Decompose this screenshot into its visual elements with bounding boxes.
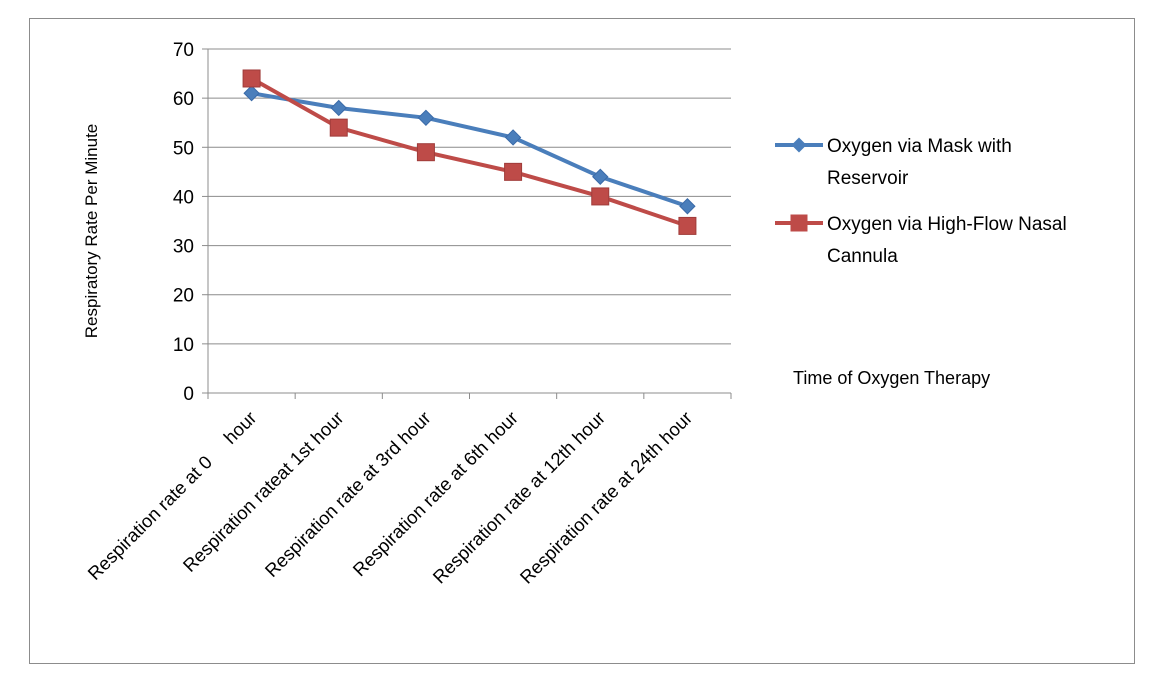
series-line-2 [249, 76, 690, 228]
x-tick-label: Respiration rate at 6th hour [349, 407, 522, 580]
y-tick-label: 60 [173, 89, 194, 110]
legend-label: Cannula [827, 246, 898, 267]
x-tick-label: Respiration rateat 1st hour [179, 407, 348, 576]
axes: 0 10 20 30 40 50 60 70 [173, 40, 732, 405]
y-tick-label: 30 [173, 237, 194, 258]
y-tick-label: 0 [183, 384, 194, 405]
legend: Oxygen via Mask with Reservoir Oxygen via … [775, 136, 1067, 267]
chart-frame: 0 10 20 30 40 50 60 70 Respiration rate at 0 ho… [29, 18, 1135, 664]
data-point-square [591, 187, 610, 206]
series-line-1 [249, 91, 690, 209]
legend-marker-diamond [791, 137, 807, 153]
line-chart: 0 10 20 30 40 50 60 70 Respiration rate at 0 ho… [82, 40, 1067, 588]
y-tick-label: 10 [173, 335, 194, 356]
data-point-square [504, 162, 523, 181]
x-tick-label: Respiration rate at 3rd hour [261, 407, 435, 581]
legend-label: Oxygen via High-Flow Nasal [827, 214, 1067, 235]
data-point-diamond [679, 198, 696, 215]
legend-marker-square [790, 214, 808, 232]
data-point-diamond [592, 168, 609, 185]
data-point-square [416, 143, 435, 162]
x-tick-label: Respiration rate at 24th hour [516, 407, 697, 588]
legend-label: Reservoir [827, 168, 909, 189]
y-tick-label: 70 [173, 40, 194, 61]
y-tick-label: 50 [173, 138, 194, 159]
data-point-diamond [243, 85, 260, 102]
series-lines [249, 76, 690, 228]
data-point-square [678, 216, 697, 235]
series-markers [242, 69, 697, 235]
x-tick-label: Respiration rate at 12th hour [428, 407, 609, 588]
data-point-diamond [417, 109, 435, 127]
x-axis-title: Time of Oxygen Therapy [793, 368, 990, 388]
data-point-square [329, 118, 348, 137]
data-point-square [242, 69, 261, 88]
x-tick-label: Respiration rate at 0 hour [83, 407, 260, 584]
y-axis-title: Respiratory Rate Per Minute [82, 124, 101, 338]
y-tick-label: 40 [173, 187, 194, 208]
legend-label: Oxygen via Mask with [827, 136, 1012, 157]
data-point-diamond [504, 129, 522, 146]
y-tick-label: 20 [173, 286, 194, 307]
data-point-diamond [330, 99, 347, 117]
gridlines [208, 48, 731, 345]
